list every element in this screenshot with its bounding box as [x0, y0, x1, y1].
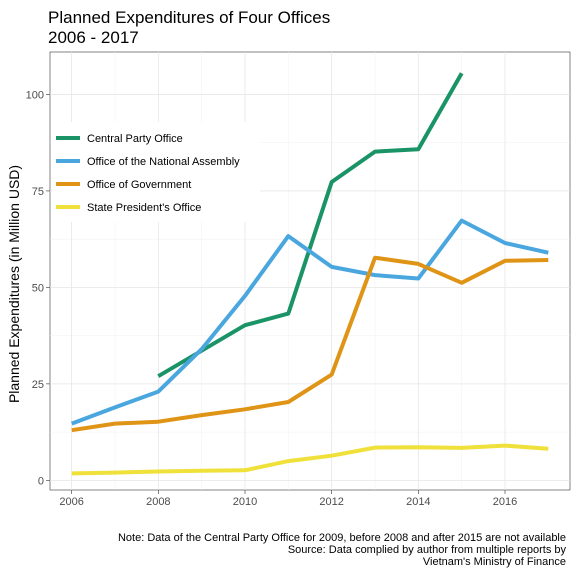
caption: Note: Data of the Central Party Office f… [118, 532, 567, 568]
y-axis-ticks: 0 25 50 75 100 [26, 89, 50, 487]
x-axis-ticks: 2006 2008 2010 2012 2014 2016 [59, 490, 517, 508]
series-line-0 [157, 72, 464, 378]
title-line-2: 2006 - 2017 [48, 28, 139, 47]
x-tick-label: 2016 [493, 496, 517, 508]
caption-line-1: Source: Data complied by author from mul… [288, 544, 567, 556]
y-axis-title: Planned Expenditures (in Million USD) [6, 165, 22, 403]
x-tick-label: 2012 [319, 496, 343, 508]
x-tick-label: 2010 [233, 496, 257, 508]
y-tick-label: 100 [26, 89, 44, 101]
series-line-3 [71, 443, 549, 476]
chart-title: Planned Expenditures of Four Offices 200… [48, 8, 330, 47]
y-tick-label: 25 [32, 379, 44, 391]
series-line-1 [70, 218, 549, 426]
legend-label-0: Central Party Office [87, 133, 183, 145]
legend: Central Party Office Office of the Nation… [52, 122, 260, 222]
legend-label-3: State President's Office [87, 202, 201, 214]
legend-box [52, 122, 260, 222]
title-line-1: Planned Expenditures of Four Offices [48, 8, 330, 27]
x-tick-label: 2006 [59, 496, 83, 508]
x-tick-label: 2008 [146, 496, 170, 508]
y-tick-label: 50 [32, 282, 44, 294]
caption-line-2: Vietnam's Ministry of Finance [423, 556, 566, 568]
series-lines [70, 72, 549, 476]
y-tick-label: 75 [32, 186, 44, 198]
legend-label-1: Office of the National Assembly [87, 156, 240, 168]
y-tick-label: 0 [38, 475, 44, 487]
series-line-2 [71, 255, 549, 433]
caption-line-0: Note: Data of the Central Party Office f… [118, 532, 566, 544]
legend-label-2: Office of Government [87, 179, 191, 191]
x-tick-label: 2014 [406, 496, 430, 508]
